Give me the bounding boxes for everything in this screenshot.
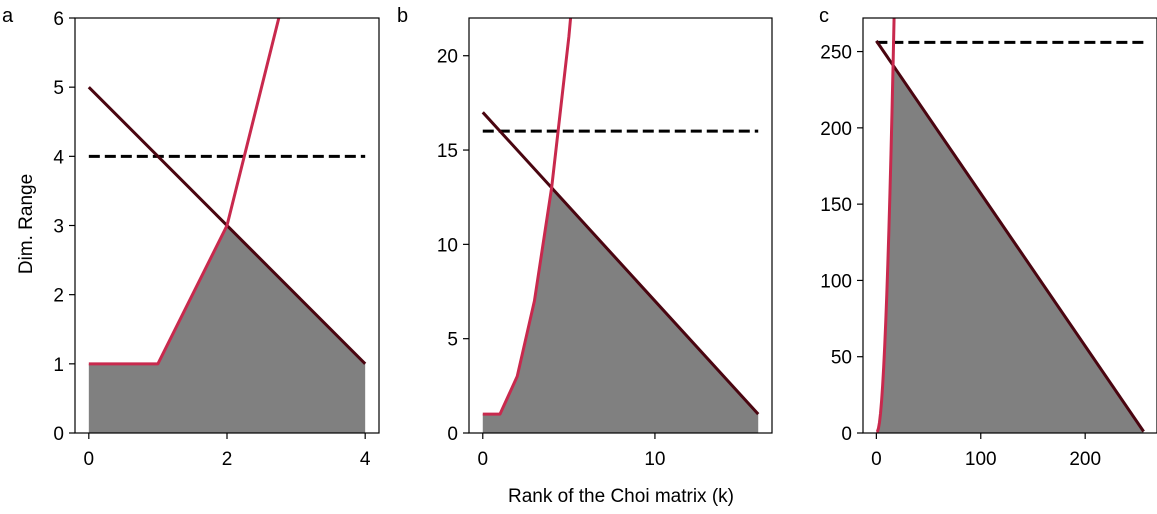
x-tick-label: 0: [84, 449, 95, 470]
y-tick-label: 100: [820, 271, 852, 292]
y-tick-label: 1: [53, 355, 64, 376]
x-tick-label: 0: [871, 449, 882, 470]
x-tick-label: 100: [965, 449, 997, 470]
upper-bound-line: [481, 111, 760, 416]
panel-a: 0 2 4 0 1 2 3 4 5 6 a: [2, 5, 380, 470]
y-axis-label: Dim. Range: [16, 174, 37, 274]
panel-letter: c: [819, 5, 829, 27]
y-tick-label: 2: [53, 286, 64, 307]
lower-bound-curve: [88, 18, 281, 366]
panel-letter: a: [2, 5, 14, 27]
panel-letter: b: [397, 5, 408, 27]
plot-area: [875, 18, 1145, 433]
x-axis-label: Rank of the Choi matrix (k): [508, 486, 734, 507]
axes-frame: [862, 17, 1157, 434]
panel-b: 0 10 0 5 10 15 20 b: [397, 5, 773, 470]
y-tick-label: 10: [437, 235, 458, 256]
y-tick-label: 6: [53, 9, 64, 30]
x-tick-label: 0: [477, 449, 488, 470]
y-tick-label: 4: [53, 147, 64, 168]
y-tick-label: 150: [820, 195, 852, 216]
y-tick-label: 15: [437, 141, 458, 162]
y-tick-label: 20: [437, 47, 458, 68]
y-tick-label: 50: [831, 348, 852, 369]
achievable-region: [88, 225, 366, 433]
achievable-region: [482, 187, 759, 433]
lower-bound-curve: [482, 18, 573, 416]
x-tick-label: 2: [222, 449, 233, 470]
y-tick-label: 5: [53, 78, 64, 99]
y-tick-label: 5: [447, 330, 458, 351]
x-tick-label: 4: [360, 449, 371, 470]
y-tick-label: 0: [447, 424, 458, 445]
panel-c: 0 100 200 0 50 100 150 200 250 c: [819, 5, 1157, 470]
y-tick-label: 3: [53, 217, 64, 238]
x-tick-label: 10: [644, 449, 665, 470]
y-tick-label: 0: [53, 424, 64, 445]
plot-area: [481, 18, 760, 433]
y-tick-label: 250: [820, 43, 852, 64]
lower-bound-curve: [875, 18, 896, 433]
axes-frame: [468, 17, 773, 434]
upper-bound-line: [875, 40, 1145, 433]
achievable-region: [876, 65, 1144, 433]
y-tick-label: 200: [820, 119, 852, 140]
plot-area: [87, 18, 367, 433]
x-tick-label: 200: [1069, 449, 1101, 470]
y-tick-label: 0: [841, 424, 852, 445]
